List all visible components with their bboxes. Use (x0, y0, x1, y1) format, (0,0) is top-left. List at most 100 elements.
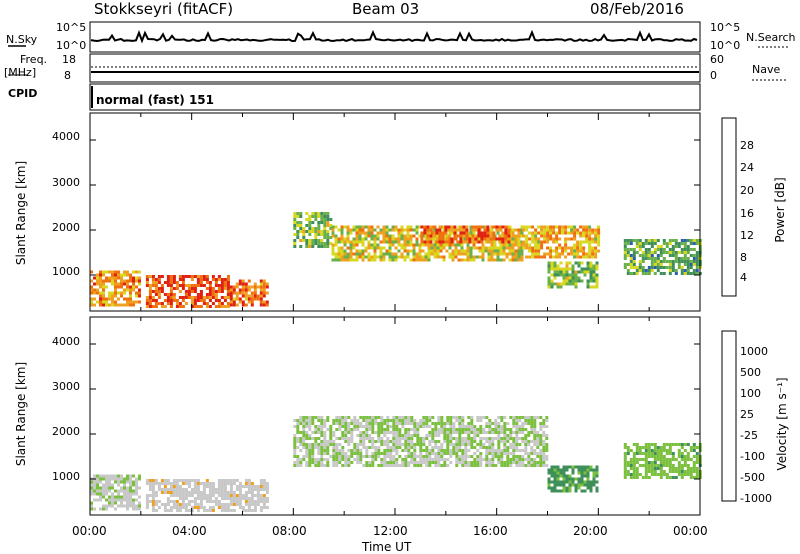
heatmap-cell (129, 291, 132, 295)
heatmap-cell (90, 492, 93, 496)
heatmap-cell (346, 237, 350, 241)
heatmap-cell (138, 474, 141, 478)
heatmap-cell (220, 491, 224, 494)
heatmap-cell (326, 452, 330, 455)
heatmap-cell (423, 228, 427, 232)
heatmap-cell (461, 452, 465, 455)
heatmap-cell (184, 275, 188, 278)
heatmap-cell (253, 485, 257, 488)
heatmap-cell (326, 461, 330, 464)
heatmap-cell (377, 425, 381, 428)
heatmap-cell (317, 449, 321, 452)
heatmap-cell (435, 228, 439, 232)
heatmap-cell (238, 491, 242, 494)
heatmap-cell (490, 249, 494, 253)
heatmap-cell (577, 483, 581, 487)
heatmap-cell (662, 257, 666, 260)
heatmap-cell (536, 443, 540, 446)
heatmap-cell (506, 461, 510, 464)
heatmap-cell (442, 225, 446, 229)
heatmap-cell (695, 272, 699, 275)
heatmap-cell (506, 455, 510, 458)
heatmap-cell (464, 464, 468, 467)
heatmap-cell (412, 249, 416, 253)
heatmap-cell (132, 303, 135, 307)
heatmap-cell (440, 452, 444, 455)
heatmap-cell (181, 500, 185, 503)
heatmap-cell (259, 497, 263, 500)
heatmap-cell (296, 431, 300, 434)
heatmap-cell (178, 284, 182, 287)
heatmap-cell (238, 494, 242, 497)
heatmap-cell (653, 455, 657, 458)
heatmap-cell (108, 498, 111, 502)
heatmap-cell (499, 243, 503, 247)
heatmap-cell (148, 299, 152, 302)
heatmap-cell (407, 461, 411, 464)
heatmap-cell (199, 503, 203, 506)
heatmap-cell (441, 231, 445, 235)
heatmap-cell (677, 443, 681, 446)
heatmap-cell (512, 455, 516, 458)
heatmap-cell (385, 252, 389, 256)
heatmap-cell (659, 260, 663, 263)
heatmap-cell (205, 293, 209, 296)
heatmap-cell (299, 440, 303, 443)
heatmap-cell (367, 252, 371, 256)
heatmap-cell (567, 246, 571, 250)
heatmap-cell (347, 437, 351, 440)
heatmap-cell (543, 252, 547, 256)
heatmap-cell (638, 269, 642, 272)
heatmap-cell (428, 443, 432, 446)
heatmap-cell (371, 425, 375, 428)
heatmap-cell (521, 464, 525, 467)
heatmap-cell (401, 419, 405, 422)
heatmap-cell (205, 482, 209, 485)
heatmap-cell (132, 489, 135, 493)
heatmap-cell (425, 434, 429, 437)
heatmap-cell (497, 461, 501, 464)
heatmap-cell (503, 461, 507, 464)
heatmap-cell (208, 488, 212, 491)
heatmap-cell (574, 486, 578, 490)
heatmap-cell (96, 486, 99, 490)
heatmap-cell (647, 443, 651, 446)
heatmap-cell (163, 506, 167, 509)
heatmap-cell (208, 500, 212, 503)
heatmap-cell (467, 416, 471, 419)
heatmap-cell (430, 246, 434, 250)
heatmap-cell (650, 461, 654, 464)
heatmap-cell (205, 296, 209, 299)
heatmap-cell (205, 485, 209, 488)
heatmap-cell (380, 425, 384, 428)
heatmap-cell (491, 461, 495, 464)
heatmap-cell (350, 455, 354, 458)
heatmap-cell (525, 243, 529, 247)
heatmap-cell (458, 428, 462, 431)
heatmap-cell (531, 252, 535, 256)
heatmap-cell (446, 464, 450, 467)
heatmap-cell (579, 255, 583, 259)
heatmap-cell (111, 483, 114, 487)
heatmap-cell (659, 251, 663, 254)
heatmap-cell (686, 452, 690, 455)
heatmap-cell (504, 240, 508, 244)
heatmap-cell (422, 461, 426, 464)
heatmap-cell (299, 431, 303, 434)
heatmap-cell (638, 242, 642, 245)
heatmap-cell (415, 255, 419, 259)
heatmap-cell (337, 249, 341, 253)
heatmap-cell (585, 252, 589, 256)
heatmap-cell (388, 240, 392, 244)
heatmap-cell (555, 225, 559, 229)
heatmap-cell (379, 240, 383, 244)
mhz-label: [MHz] (4, 66, 37, 79)
heatmap-cell (256, 488, 260, 491)
heatmap-cell (108, 291, 111, 295)
heatmap-cell (211, 302, 215, 305)
heatmap-cell (311, 452, 315, 455)
heatmap-cell (406, 234, 410, 238)
heatmap-cell (438, 240, 442, 244)
heatmap-cell (419, 461, 423, 464)
heatmap-cell (386, 440, 390, 443)
